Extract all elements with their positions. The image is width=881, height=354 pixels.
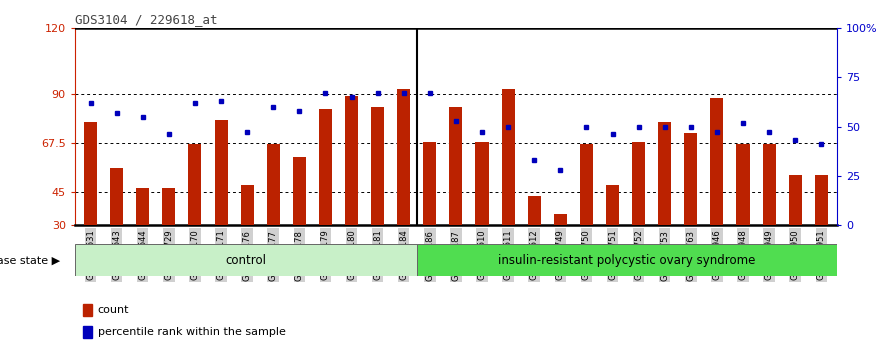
Bar [554,214,566,225]
Bar [214,120,227,225]
Text: percentile rank within the sample: percentile rank within the sample [98,327,285,337]
Bar [606,185,619,225]
Bar [658,122,671,225]
Bar [397,90,411,225]
Bar [501,90,515,225]
FancyBboxPatch shape [75,244,417,276]
Bar [162,188,175,225]
Bar [189,144,202,225]
Bar [83,326,92,338]
Bar [292,157,306,225]
Bar [423,142,436,225]
Bar [632,142,645,225]
Bar [137,188,149,225]
Bar [83,304,92,316]
Bar [267,144,280,225]
Bar [580,144,593,225]
Bar [737,144,750,225]
Text: GDS3104 / 229618_at: GDS3104 / 229618_at [75,13,218,26]
Bar [685,133,698,225]
Bar [710,98,723,225]
Bar [345,96,358,225]
Bar [815,175,828,225]
Bar [371,107,384,225]
Bar [319,109,332,225]
Bar [528,196,541,225]
Bar [110,168,123,225]
Bar [449,107,463,225]
Text: count: count [98,305,130,315]
Text: insulin-resistant polycystic ovary syndrome: insulin-resistant polycystic ovary syndr… [498,254,756,267]
Text: control: control [226,254,266,267]
Bar [788,175,802,225]
Bar [476,142,489,225]
Bar [84,122,97,225]
FancyBboxPatch shape [417,244,837,276]
Text: disease state ▶: disease state ▶ [0,255,60,265]
Bar [763,144,775,225]
Bar [241,185,254,225]
